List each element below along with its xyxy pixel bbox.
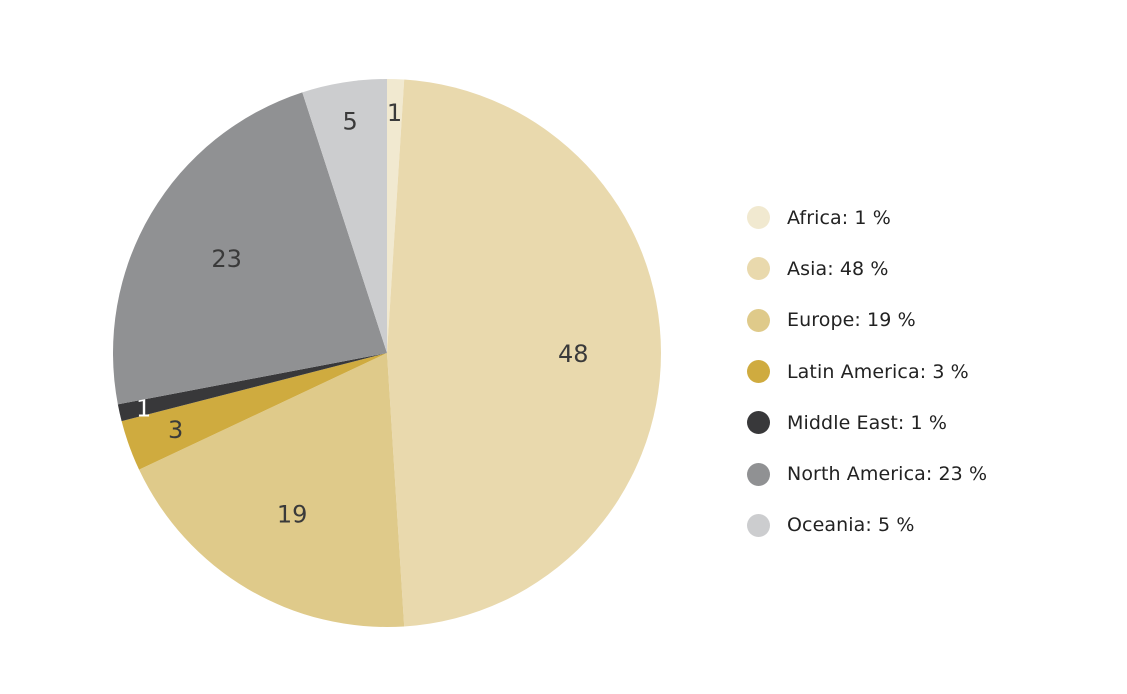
legend-swatch-europe bbox=[747, 308, 770, 332]
legend-swatch-latin-america bbox=[747, 360, 770, 384]
legend-label: North America: 23 % bbox=[787, 463, 988, 486]
legend-label: Latin America: 3 % bbox=[787, 360, 969, 383]
legend-item-middle-east: Middle East: 1 % bbox=[747, 397, 987, 448]
pie-slice-latin-america bbox=[121, 353, 387, 470]
slice-value-label: 23 bbox=[211, 245, 242, 273]
legend-item-asia: Asia: 48 % bbox=[747, 243, 987, 294]
legend: Africa: 1 % Asia: 48 % Europe: 19 % Lati… bbox=[747, 192, 987, 551]
slice-value-label: 48 bbox=[558, 340, 589, 368]
slice-value-label: 1 bbox=[387, 99, 402, 127]
legend-swatch-africa bbox=[747, 206, 770, 230]
pie-slice-asia bbox=[387, 79, 661, 627]
legend-label: Middle East: 1 % bbox=[787, 411, 948, 434]
pie-slice-middle-east bbox=[117, 353, 387, 422]
legend-item-africa: Africa: 1 % bbox=[747, 192, 987, 243]
legend-label: Africa: 1 % bbox=[787, 206, 891, 229]
legend-swatch-asia bbox=[747, 257, 770, 281]
legend-label: Oceania: 5 % bbox=[787, 514, 915, 537]
pie-slice-africa bbox=[387, 79, 405, 353]
legend-item-europe: Europe: 19 % bbox=[747, 295, 987, 346]
pie-slice-north-america bbox=[112, 92, 387, 405]
pie-slice-oceania bbox=[302, 79, 387, 353]
legend-item-oceania: Oceania: 5 % bbox=[747, 500, 987, 551]
slice-value-label: 19 bbox=[277, 500, 308, 528]
slice-value-label: 5 bbox=[342, 107, 357, 135]
legend-label: Asia: 48 % bbox=[787, 257, 889, 280]
legend-label: Europe: 19 % bbox=[787, 309, 916, 332]
pie-slice-europe bbox=[139, 353, 405, 628]
legend-swatch-oceania bbox=[747, 513, 770, 537]
legend-item-latin-america: Latin America: 3 % bbox=[747, 346, 987, 397]
slice-value-label: 1 bbox=[136, 394, 151, 422]
legend-item-north-america: North America: 23 % bbox=[747, 448, 987, 499]
slice-value-label: 3 bbox=[168, 416, 183, 444]
legend-swatch-north-america bbox=[747, 462, 770, 486]
legend-swatch-middle-east bbox=[747, 411, 770, 435]
